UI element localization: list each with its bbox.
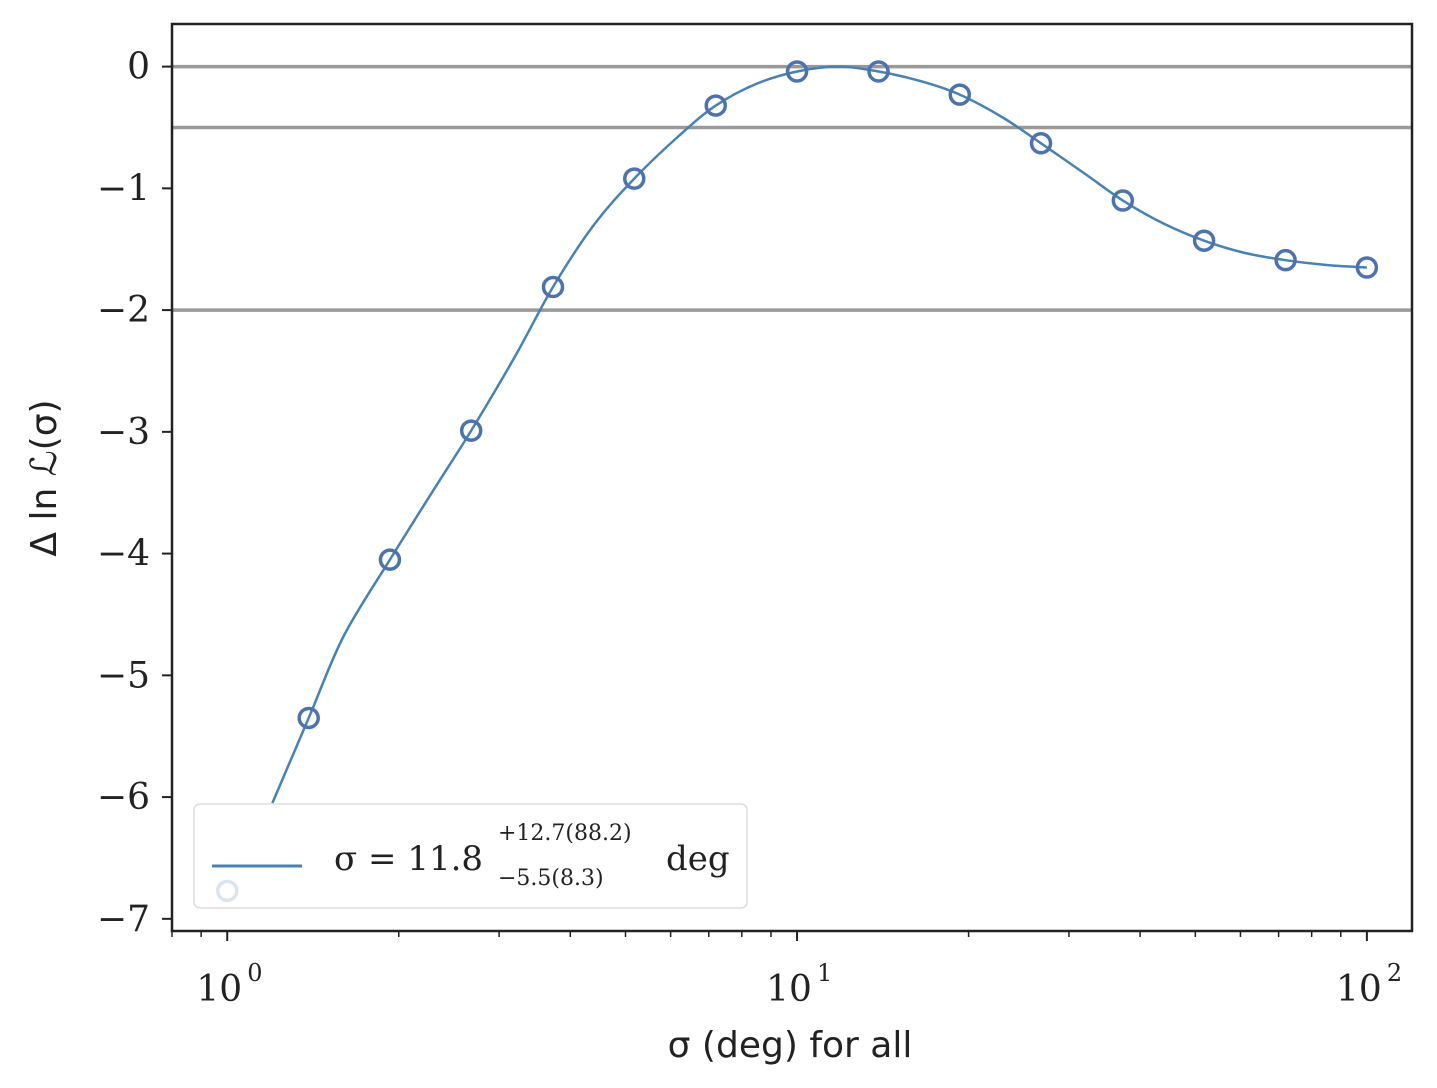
x-tick-label: 10 [196, 969, 242, 1010]
x-axis-ticks: 10 0 10 1 10 2 [171, 931, 1402, 1010]
x-tick-label: 10 [1336, 969, 1382, 1010]
y-axis-label: Δ ln ℒ(σ) [24, 399, 65, 556]
data-point [1111, 189, 1135, 212]
data-point [785, 60, 809, 83]
data-point [948, 83, 972, 106]
legend-box [193, 803, 748, 909]
x-tick-label-exponent: 1 [817, 959, 832, 987]
axes-frame [170, 22, 1414, 933]
legend-label: σ = 11.8 [334, 839, 483, 879]
y-axis-ticks: 0 −1 −2 −3 −4 −5 −6 −7 [97, 47, 172, 940]
y-tick-label: −4 [97, 534, 150, 575]
data-point [867, 60, 890, 83]
data-point [623, 167, 646, 190]
y-tick-label: −7 [97, 899, 150, 940]
legend-label-subscript: −5.5(8.3) [498, 866, 604, 891]
y-tick-label: −1 [97, 168, 150, 209]
y-tick-label: −6 [97, 777, 150, 818]
legend-label-main: σ = 11.8 [334, 839, 483, 879]
y-tick-label: 0 [127, 47, 150, 88]
legend: σ = 11.8 +12.7(88.2) −5.5(8.3) deg [193, 803, 748, 909]
data-point [1355, 256, 1379, 279]
series-curve [271, 65, 1367, 804]
legend-label-unit: deg [666, 839, 730, 879]
reference-lines [172, 64, 1412, 312]
data-point [297, 706, 320, 730]
data-point [378, 548, 402, 571]
x-axis-label: σ (deg) for all [668, 1025, 913, 1066]
y-tick-label: −2 [97, 290, 150, 331]
y-tick-label: −3 [97, 412, 150, 453]
x-tick-label-exponent: 2 [1387, 959, 1402, 987]
data-point [1029, 132, 1053, 155]
plot-border [170, 22, 1414, 933]
x-tick-label: 10 [766, 969, 812, 1010]
likelihood-curve [271, 65, 1367, 804]
data-point [1192, 229, 1216, 252]
data-point [459, 419, 483, 442]
y-tick-label: −5 [97, 655, 150, 696]
data-point [704, 94, 728, 117]
legend-label-superscript: +12.7(88.2) [498, 821, 632, 846]
x-tick-label-exponent: 0 [247, 959, 262, 987]
data-point [541, 275, 565, 299]
data-point [1274, 248, 1297, 272]
